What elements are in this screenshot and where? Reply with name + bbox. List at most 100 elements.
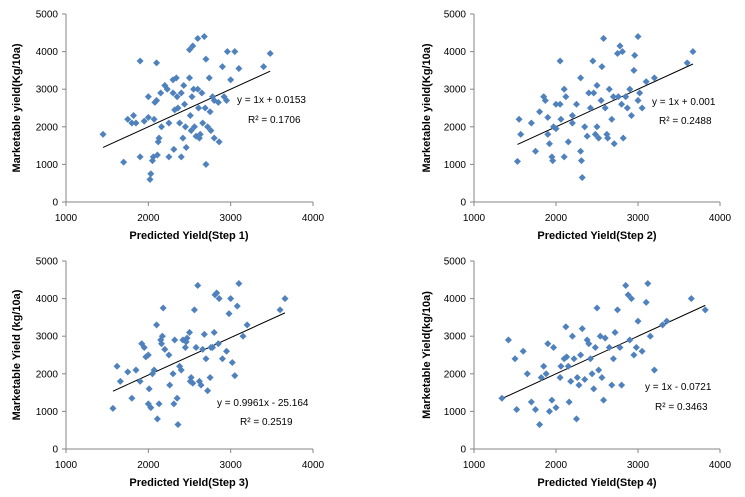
- y-tick-label: 5000: [444, 257, 467, 268]
- data-point: [578, 325, 586, 333]
- data-point: [171, 336, 179, 344]
- data-point: [159, 304, 167, 312]
- data-point: [194, 104, 203, 112]
- data-point: [591, 130, 599, 138]
- y-tick-label: 3000: [36, 332, 59, 343]
- y-tick-label: 2000: [36, 369, 59, 380]
- data-point: [548, 396, 556, 404]
- data-point: [147, 170, 155, 178]
- data-point: [132, 119, 140, 127]
- data-point: [513, 405, 521, 414]
- data-point: [214, 98, 222, 106]
- data-point: [586, 104, 595, 112]
- data-point: [567, 377, 575, 385]
- x-tick-label: 4000: [709, 460, 732, 471]
- data-point: [519, 347, 527, 355]
- data-point: [157, 89, 165, 97]
- data-point: [623, 104, 631, 112]
- data-point: [605, 343, 613, 352]
- data-points: [109, 279, 289, 429]
- data-point: [552, 404, 560, 412]
- data-point: [616, 343, 624, 352]
- data-point: [189, 42, 197, 50]
- data-point: [527, 398, 535, 406]
- data-point: [231, 48, 239, 56]
- data-point: [631, 51, 639, 59]
- data-point: [140, 117, 148, 125]
- data-point: [599, 34, 608, 43]
- data-point: [243, 321, 251, 329]
- y-tick-label: 0: [460, 198, 466, 209]
- y-tick-label: 0: [460, 445, 466, 456]
- x-tick-label: 2000: [137, 213, 160, 224]
- data-point: [129, 111, 138, 120]
- data-point: [173, 93, 181, 101]
- data-point: [157, 340, 166, 348]
- y-tick-label: 4000: [36, 294, 59, 305]
- data-point: [181, 123, 189, 131]
- y-axis-label: Marketable yield(Kg/10a): [421, 43, 433, 172]
- data-point: [618, 381, 626, 389]
- data-point: [188, 93, 196, 101]
- data-point: [636, 89, 644, 97]
- data-point: [572, 100, 581, 108]
- data-point: [683, 59, 691, 67]
- data-point: [153, 415, 161, 423]
- data-point: [185, 74, 194, 82]
- data-point: [581, 375, 589, 384]
- data-point: [174, 420, 182, 429]
- x-tick-label: 2000: [137, 460, 160, 471]
- data-point: [157, 123, 166, 131]
- data-point: [549, 157, 557, 165]
- data-point: [155, 134, 163, 142]
- data-point: [577, 351, 585, 359]
- data-point: [586, 355, 595, 363]
- data-point: [281, 295, 289, 303]
- data-point: [627, 111, 636, 120]
- y-tick-label: 1000: [444, 160, 467, 171]
- data-point: [136, 57, 144, 65]
- trendline-equation: y = 0.9961x - 25.164: [217, 398, 309, 409]
- data-point: [163, 85, 171, 93]
- data-point: [213, 289, 221, 297]
- data-point: [228, 358, 236, 367]
- y-tick-label: 1000: [36, 160, 59, 171]
- data-point: [231, 372, 239, 380]
- data-point: [128, 394, 136, 402]
- data-point: [560, 85, 568, 93]
- trendline: [501, 304, 706, 400]
- data-point: [194, 34, 202, 43]
- data-point: [215, 138, 223, 146]
- y-axis-label: Marketable yield(Kg/10a): [11, 43, 23, 172]
- data-point: [627, 295, 636, 303]
- data-point: [185, 328, 194, 337]
- data-point: [218, 63, 227, 71]
- data-point: [144, 93, 152, 101]
- data-point: [132, 366, 140, 374]
- data-point: [166, 381, 174, 389]
- y-tick-label: 1000: [444, 407, 467, 418]
- y-tick-label: 3000: [36, 85, 59, 96]
- data-point: [611, 328, 619, 337]
- data-point: [531, 147, 540, 155]
- data-point: [116, 377, 124, 385]
- y-tick-label: 2000: [444, 122, 467, 133]
- data-point: [622, 93, 630, 101]
- data-point: [227, 295, 235, 303]
- data-point: [194, 281, 202, 290]
- data-point: [199, 119, 207, 127]
- y-tick-label: 2000: [444, 369, 467, 380]
- y-tick-label: 2000: [36, 122, 59, 133]
- data-point: [515, 115, 523, 123]
- data-point: [650, 366, 658, 374]
- data-point: [604, 134, 612, 142]
- data-point: [634, 32, 642, 41]
- data-point: [172, 74, 180, 82]
- data-point: [210, 96, 218, 105]
- x-tick-label: 1000: [463, 460, 486, 471]
- data-point: [504, 336, 513, 344]
- data-point: [570, 355, 578, 363]
- data-point: [634, 96, 642, 105]
- data-point: [619, 134, 627, 142]
- data-point: [601, 104, 609, 112]
